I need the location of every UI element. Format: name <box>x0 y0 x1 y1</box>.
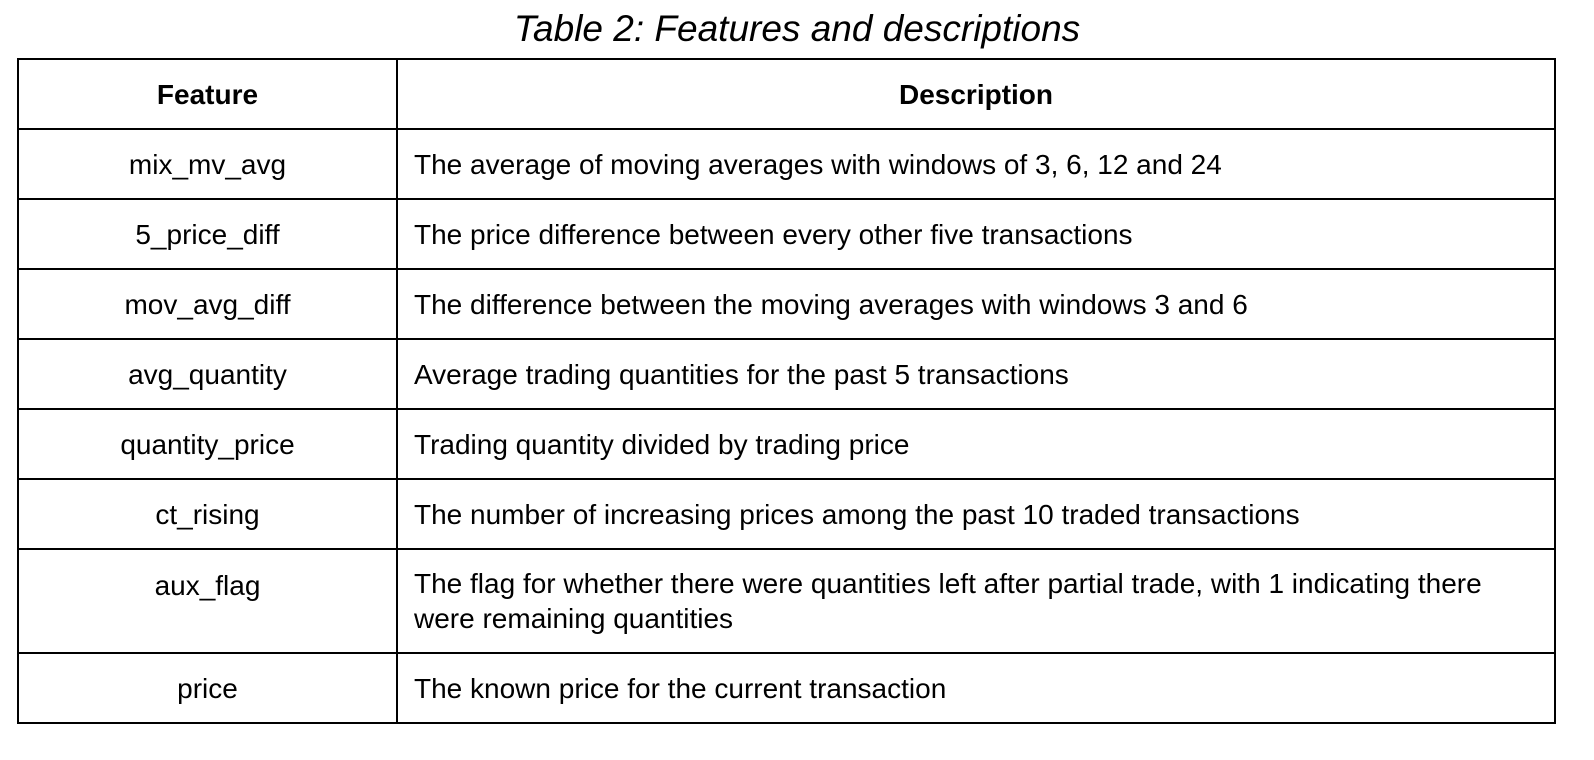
feature-cell: quantity_price <box>17 408 398 480</box>
feature-cell: price <box>17 652 398 724</box>
feature-cell: mix_mv_avg <box>17 128 398 200</box>
description-cell: The difference between the moving averag… <box>396 268 1556 340</box>
table-row: mix_mv_avg The average of moving average… <box>17 128 1556 200</box>
table-row: quantity_price Trading quantity divided … <box>17 408 1556 480</box>
description-cell: The number of increasing prices among th… <box>396 478 1556 550</box>
description-cell: The flag for whether there were quantiti… <box>396 548 1556 654</box>
table-row: price The known price for the current tr… <box>17 652 1556 724</box>
feature-cell: ct_rising <box>17 478 398 550</box>
description-cell: The average of moving averages with wind… <box>396 128 1556 200</box>
table-row: aux_flag The flag for whether there were… <box>17 548 1556 654</box>
column-header-feature: Feature <box>17 58 398 130</box>
description-cell: The known price for the current transact… <box>396 652 1556 724</box>
table-row: ct_rising The number of increasing price… <box>17 478 1556 550</box>
table-caption: Table 2: Features and descriptions <box>513 8 1081 49</box>
feature-cell: 5_price_diff <box>17 198 398 270</box>
description-cell: Average trading quantities for the past … <box>396 338 1556 410</box>
description-cell: Trading quantity divided by trading pric… <box>396 408 1556 480</box>
feature-cell: avg_quantity <box>17 338 398 410</box>
feature-cell: mov_avg_diff <box>17 268 398 340</box>
description-cell: The price difference between every other… <box>396 198 1556 270</box>
column-header-description: Description <box>396 58 1556 130</box>
features-table: Feature Description mix_mv_avg The avera… <box>17 58 1556 724</box>
table-row: mov_avg_diff The difference between the … <box>17 268 1556 340</box>
table-header-row: Feature Description <box>17 58 1556 130</box>
table-row: 5_price_diff The price difference betwee… <box>17 198 1556 270</box>
feature-cell: aux_flag <box>17 548 398 654</box>
table-row: avg_quantity Average trading quantities … <box>17 338 1556 410</box>
